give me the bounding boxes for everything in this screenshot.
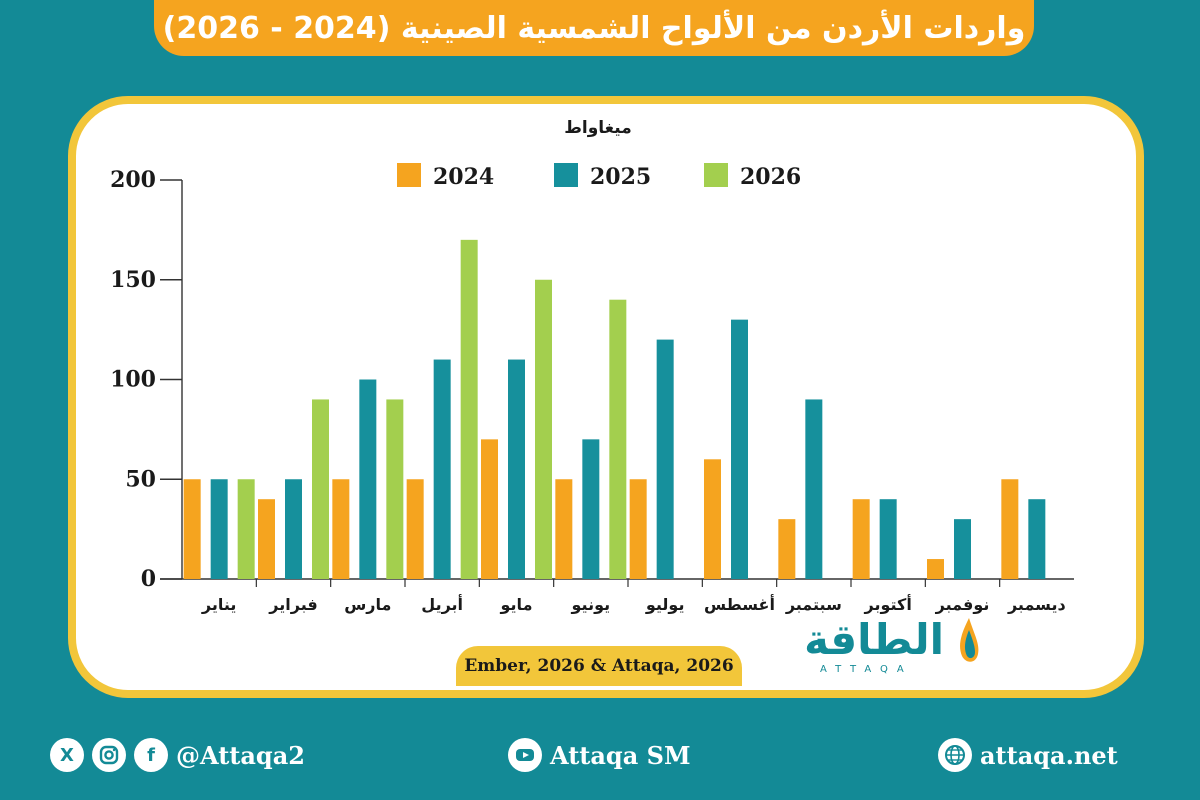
bar-2025: [731, 319, 748, 579]
facebook-icon[interactable]: f: [134, 738, 168, 772]
logo-drop-icon: [960, 618, 979, 662]
bar-2026: [312, 399, 329, 579]
bar-2025: [285, 479, 302, 579]
x-tick-label: ديسمبر: [1007, 595, 1066, 614]
bar-2026: [535, 279, 552, 579]
bar-2024: [258, 499, 275, 579]
page-title: واردات الأردن من الألواح الشمسية الصينية…: [162, 10, 1026, 46]
y-tick-label: 100: [110, 367, 156, 393]
x-icon[interactable]: X: [50, 738, 84, 772]
bar-2025: [1028, 499, 1046, 579]
title-bar: واردات الأردن من الألواح الشمسية الصينية…: [154, 0, 1034, 56]
source-label: Ember, 2026 & Attaqa, 2026: [456, 646, 742, 686]
youtube-icon[interactable]: [508, 738, 542, 772]
globe-icon[interactable]: [938, 738, 972, 772]
bar-2025: [359, 379, 377, 579]
bar-2025: [879, 499, 897, 579]
bar-2026: [237, 479, 255, 579]
instagram-icon[interactable]: [92, 738, 126, 772]
youtube-group: Attaqa SM: [508, 733, 691, 777]
bar-2024: [555, 479, 573, 579]
x-tick-label: مارس: [344, 595, 391, 614]
bar-2024: [927, 559, 944, 579]
bar-2024: [629, 479, 647, 579]
bar-2024: [183, 479, 201, 579]
bar-2024: [332, 479, 350, 579]
legend-swatch-2026: [704, 163, 728, 187]
bar-2026: [386, 399, 404, 579]
x-tick-label: أبريل: [421, 594, 463, 614]
website-group: attaqa.net: [938, 733, 1118, 777]
bar-2025: [508, 359, 525, 579]
bar-2025: [805, 399, 823, 579]
bar-2024: [1001, 479, 1019, 579]
bar-2024: [778, 519, 796, 579]
legend-label-2026: 2026: [740, 164, 801, 190]
bar-2025: [582, 439, 600, 579]
x-tick-label: أغسطس: [704, 594, 775, 614]
x-tick-label: فبراير: [268, 595, 317, 614]
bar-2025: [210, 479, 228, 579]
youtube-channel[interactable]: Attaqa SM: [550, 740, 691, 770]
bar-2024: [481, 439, 498, 579]
x-tick-label: يناير: [201, 595, 237, 614]
x-tick-label: أكتوبر: [864, 594, 912, 614]
y-axis-label: ميغاواط: [564, 118, 632, 138]
social-handle[interactable]: @Attaqa2: [176, 740, 305, 770]
y-tick-label: 200: [110, 167, 156, 193]
x-tick-label: سبتمبر: [785, 595, 842, 614]
x-tick-label: مايو: [500, 595, 533, 614]
logo-latin-text: ATTAQA: [820, 664, 913, 675]
legend-label-2024: 2024: [433, 164, 494, 190]
website-link[interactable]: attaqa.net: [980, 740, 1118, 770]
y-tick-label: 50: [125, 466, 156, 492]
legend-swatch-2025: [554, 163, 578, 187]
x-tick-label: نوفمبر: [935, 595, 990, 614]
bar-2025: [433, 359, 451, 579]
bar-2025: [656, 339, 674, 579]
attaqa-logo: الطاقة ATTAQA: [804, 614, 988, 680]
y-tick-label: 150: [110, 267, 156, 293]
x-tick-label: يوليو: [645, 595, 685, 614]
x-tick-label: يونيو: [571, 595, 611, 614]
bar-2024: [406, 479, 424, 579]
social-group: X f @Attaqa2: [50, 733, 305, 777]
logo-arabic-text: الطاقة: [804, 615, 944, 664]
bar-2025: [954, 519, 971, 579]
bar-2024: [852, 499, 870, 579]
bar-2024: [704, 459, 721, 579]
legend-swatch-2024: [397, 163, 421, 187]
bar-2026: [460, 239, 478, 579]
bar-2026: [609, 299, 627, 579]
legend-label-2025: 2025: [590, 164, 651, 190]
chart-card: [68, 96, 1144, 698]
y-tick-label: 0: [141, 566, 156, 592]
